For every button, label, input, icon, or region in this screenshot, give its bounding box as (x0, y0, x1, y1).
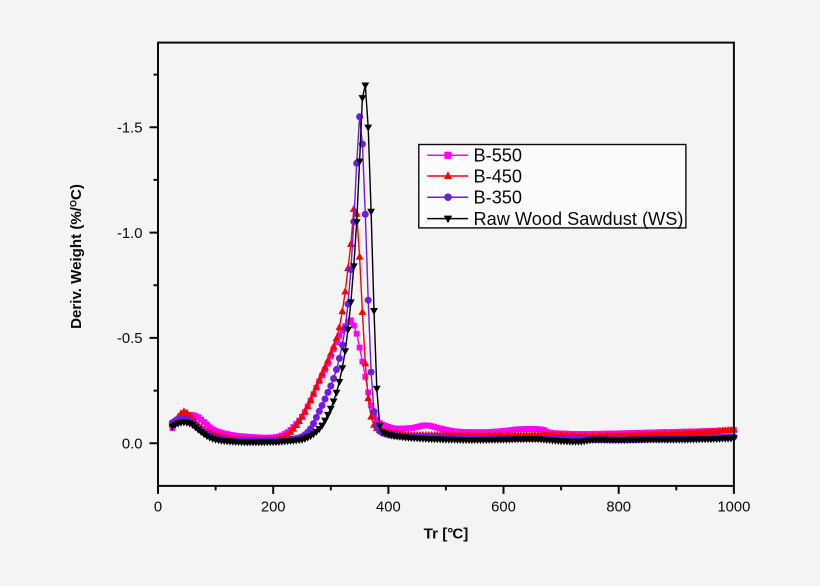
svg-text:B-350: B-350 (474, 188, 523, 208)
svg-text:1000: 1000 (717, 499, 750, 515)
svg-text:B-450: B-450 (474, 166, 523, 186)
svg-text:-1.5: -1.5 (117, 121, 143, 137)
svg-text:0.0: 0.0 (122, 437, 143, 453)
svg-text:0: 0 (154, 499, 162, 515)
svg-text:Raw Wood Sawdust (WS): Raw Wood Sawdust (WS) (474, 209, 684, 229)
svg-text:Tr [°C]: Tr [°C] (424, 526, 469, 543)
svg-text:800: 800 (606, 499, 631, 515)
svg-text:600: 600 (491, 499, 516, 515)
svg-text:200: 200 (261, 499, 286, 515)
svg-text:Deriv. Weight (%/OC): Deriv. Weight (%/OC) (68, 184, 85, 329)
svg-text:-0.5: -0.5 (117, 331, 143, 347)
svg-text:400: 400 (376, 499, 401, 515)
svg-text:B-550: B-550 (474, 146, 523, 166)
svg-text:-1.0: -1.0 (117, 226, 143, 242)
